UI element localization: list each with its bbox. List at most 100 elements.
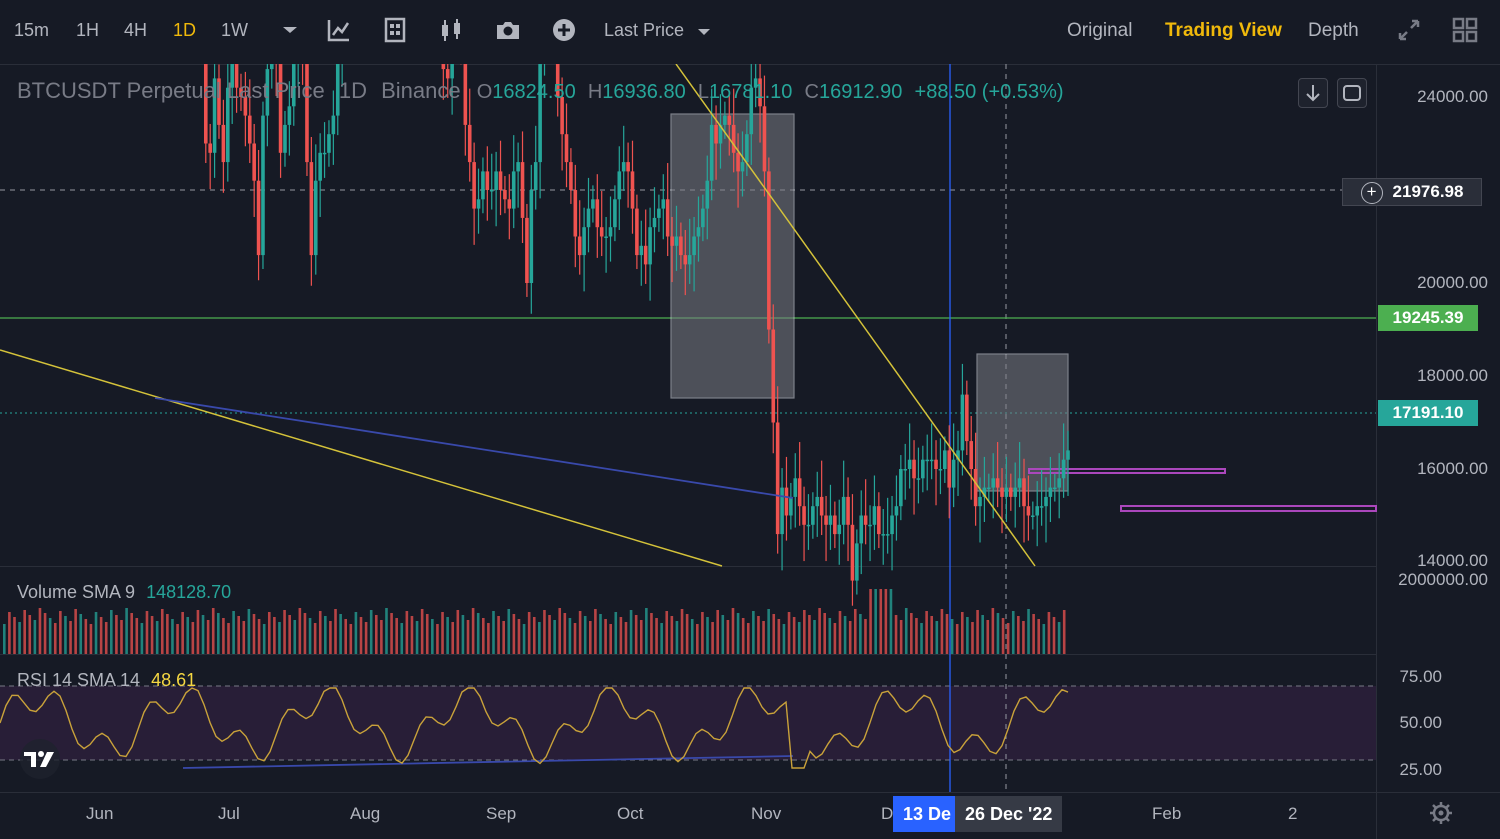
interval-1d[interactable]: 1D <box>173 20 197 40</box>
scroll-down-button[interactable] <box>1298 78 1328 108</box>
candle-body <box>208 143 212 153</box>
volume-axis-label: 2000000.00 <box>1398 570 1488 589</box>
candle-body <box>1022 478 1026 507</box>
interval-1h[interactable]: 1H <box>76 20 100 40</box>
view-original[interactable]: Original <box>1067 20 1133 41</box>
volume-bar <box>634 615 638 654</box>
candle-body <box>1039 506 1044 508</box>
candle-body <box>1066 450 1070 460</box>
candle-body <box>855 543 859 581</box>
volume-bar <box>1057 622 1061 654</box>
volume-bar <box>757 616 760 654</box>
volume-bar <box>461 615 465 654</box>
close-value: 16912.90 <box>818 81 903 103</box>
crosshair-date-tag: 26 Dec '22 <box>955 796 1063 832</box>
candle-body <box>639 245 644 256</box>
reset-chart-button[interactable] <box>1337 78 1367 108</box>
camera-icon[interactable] <box>494 16 522 44</box>
candle-body <box>485 171 490 190</box>
candle-body <box>837 524 842 535</box>
candle-body <box>885 534 890 536</box>
candle-body <box>965 394 969 442</box>
volume-bar <box>8 612 11 654</box>
volume-bar <box>99 617 103 654</box>
candle-body <box>921 459 925 479</box>
candle-body <box>736 152 740 172</box>
volume-bar <box>986 620 990 654</box>
candle-body <box>283 124 287 153</box>
candle-body <box>859 515 864 544</box>
candle-body <box>903 469 908 471</box>
interval-4h[interactable]: 4H <box>124 20 148 40</box>
volume-bar <box>772 614 776 654</box>
candle-body <box>723 115 727 125</box>
volume-bar <box>186 617 190 654</box>
view-depth[interactable]: Depth <box>1308 20 1359 41</box>
time-axis-label: 2 <box>1288 804 1298 823</box>
candle-body <box>745 134 749 163</box>
crosshair-price-tag[interactable]: +21976.98 <box>1342 178 1482 206</box>
volume-bar <box>115 615 118 654</box>
view-trading-view[interactable]: Trading View <box>1165 20 1282 41</box>
indicators-icon[interactable] <box>325 16 353 44</box>
templates-icon[interactable] <box>381 16 409 44</box>
candle-body <box>511 171 516 209</box>
candle-body <box>916 478 921 480</box>
add-icon[interactable] <box>550 16 578 44</box>
candle-body <box>652 217 657 228</box>
volume-bar <box>848 621 852 654</box>
volume-bar <box>859 614 862 654</box>
price-axis-label: 16000.00 <box>1417 459 1488 478</box>
candle-body <box>868 524 872 527</box>
candle-body <box>626 162 630 172</box>
rsi-label: RSI 14 SMA 14 <box>17 670 141 690</box>
candle-body <box>657 208 661 218</box>
volume-bar <box>298 608 302 654</box>
volume-bar <box>89 624 93 654</box>
candle-body <box>252 143 256 181</box>
candle-body <box>327 134 331 153</box>
candle-body <box>441 64 446 70</box>
candle-body <box>824 515 828 525</box>
candle-body <box>450 64 454 79</box>
volume-bar <box>578 611 582 654</box>
candle-body <box>877 506 881 535</box>
volume-bar <box>777 619 781 654</box>
volume-bar <box>441 612 444 654</box>
candle-body <box>555 64 560 97</box>
volume-bar <box>833 623 837 654</box>
volume-bar <box>339 614 342 654</box>
candle-body <box>793 478 798 497</box>
price-type-dropdown-icon[interactable] <box>690 18 718 46</box>
volume-bar <box>517 619 521 654</box>
candle-body <box>489 190 494 192</box>
rsi-trend-line <box>182 755 794 769</box>
layout-grid-icon[interactable] <box>1451 16 1479 44</box>
add-alert-icon[interactable]: + <box>1360 181 1383 204</box>
chart-type-icon[interactable] <box>437 16 465 44</box>
price-type-select[interactable]: Last Price <box>604 20 685 40</box>
more-intervals-dropdown-icon[interactable] <box>276 16 304 44</box>
candle-body <box>305 64 309 163</box>
volume-bar <box>619 617 623 654</box>
volume-bar <box>64 616 67 654</box>
candle-body <box>503 190 507 200</box>
volume-bar <box>364 622 368 654</box>
settings-gear-icon[interactable] <box>1428 800 1454 826</box>
candle-body <box>819 496 824 516</box>
expand-icon[interactable] <box>1395 16 1423 44</box>
volume-bar <box>655 618 658 654</box>
volume-bar <box>660 623 663 654</box>
volume-bar <box>675 621 679 654</box>
interval-15m[interactable]: 15m <box>14 20 50 40</box>
volume-bar <box>476 613 480 654</box>
volume-bar <box>278 622 281 654</box>
candle-body <box>811 506 815 525</box>
volume-bar <box>390 613 393 654</box>
price-chart[interactable] <box>0 64 1500 839</box>
interval-1w[interactable]: 1W <box>221 20 248 40</box>
candle-body <box>617 171 622 200</box>
candle-body <box>225 87 230 163</box>
volume-bar <box>28 615 32 654</box>
candle-body <box>494 171 498 190</box>
